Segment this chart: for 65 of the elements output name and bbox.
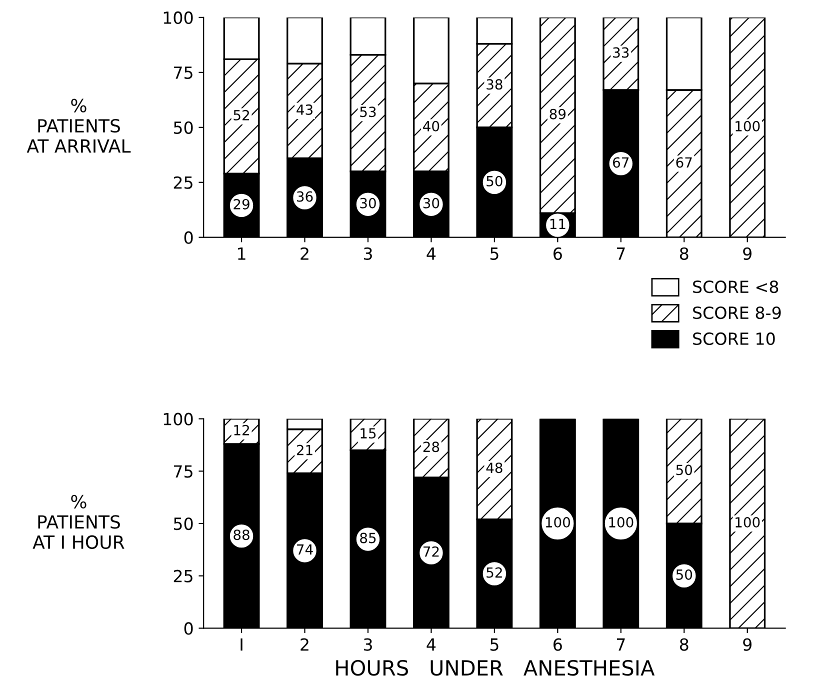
y-tick-label: 25: [174, 176, 192, 189]
data-label: 50: [676, 464, 692, 476]
data-label: 11: [550, 218, 566, 230]
data-label: 100: [546, 517, 570, 528]
data-label: 33: [613, 47, 629, 58]
data-label: 67: [613, 157, 629, 168]
x-tick-label: 5: [490, 248, 498, 260]
x-axis-title: HOURS UNDER ANESTHESIA: [336, 660, 655, 676]
y-tick-label: 0: [184, 231, 193, 244]
x-tick-label: 7: [616, 248, 625, 260]
data-label: 36: [296, 191, 313, 202]
x-tick-label: 4: [426, 248, 436, 260]
data-label: 89: [550, 108, 566, 120]
x-tick-label: I: [240, 638, 242, 651]
y-axis-title: % PATIENTS AT ARRIVAL: [26, 98, 131, 153]
data-label: 21: [296, 444, 312, 456]
x-tick-label: 5: [490, 638, 498, 651]
data-label: 74: [297, 544, 313, 555]
data-label: 100: [609, 517, 634, 528]
y-tick-label: 100: [164, 412, 193, 426]
data-label: 50: [486, 176, 502, 186]
data-label: 30: [423, 198, 440, 208]
data-label: 50: [676, 569, 692, 580]
x-tick-label: 9: [743, 638, 752, 651]
data-label: 43: [296, 104, 312, 115]
data-label: 85: [360, 532, 376, 544]
data-label: 52: [486, 567, 502, 578]
x-tick-label: 1: [238, 248, 246, 260]
data-label: 29: [234, 198, 250, 210]
data-label: 100: [736, 517, 760, 528]
data-label: 15: [360, 428, 376, 439]
y-axis-title: % PATIENTS AT I HOUR: [32, 494, 124, 549]
y-tick-label: 75: [174, 465, 192, 478]
y-tick-label: 50: [174, 121, 193, 134]
x-tick-label: 6: [554, 638, 562, 651]
y-tick-label: 100: [164, 11, 193, 24]
data-label: 40: [423, 120, 440, 132]
legend-label: SCORE 8-9: [693, 306, 781, 320]
x-tick-label: 8: [680, 247, 688, 260]
y-tick-label: 25: [174, 570, 192, 582]
x-tick-label: 2: [300, 247, 308, 260]
y-tick-label: 0: [184, 622, 193, 635]
x-tick-label: 8: [680, 638, 688, 651]
x-tick-label: 2: [300, 638, 308, 651]
x-tick-label: 4: [426, 638, 436, 651]
x-tick-label: 7: [616, 638, 625, 651]
data-label: 52: [234, 110, 249, 120]
x-tick-label: 3: [364, 638, 372, 651]
data-label: 30: [360, 198, 376, 208]
y-tick-label: 75: [174, 66, 192, 79]
data-label: 67: [676, 157, 692, 168]
data-label: 53: [360, 106, 376, 118]
data-label: 48: [486, 462, 502, 474]
data-label: 12: [234, 424, 249, 436]
legend-label: SCORE 10: [693, 332, 775, 346]
data-label: 38: [486, 79, 502, 90]
data-label: 88: [234, 530, 250, 540]
y-tick-label: 50: [174, 517, 193, 530]
x-tick-label: 3: [364, 247, 372, 260]
data-label: 28: [423, 442, 440, 452]
data-label: 72: [424, 546, 439, 557]
x-tick-label: 6: [554, 247, 562, 260]
data-label: 100: [736, 120, 760, 132]
x-tick-label: 9: [743, 247, 752, 260]
legend-label: SCORE <8: [693, 280, 778, 294]
